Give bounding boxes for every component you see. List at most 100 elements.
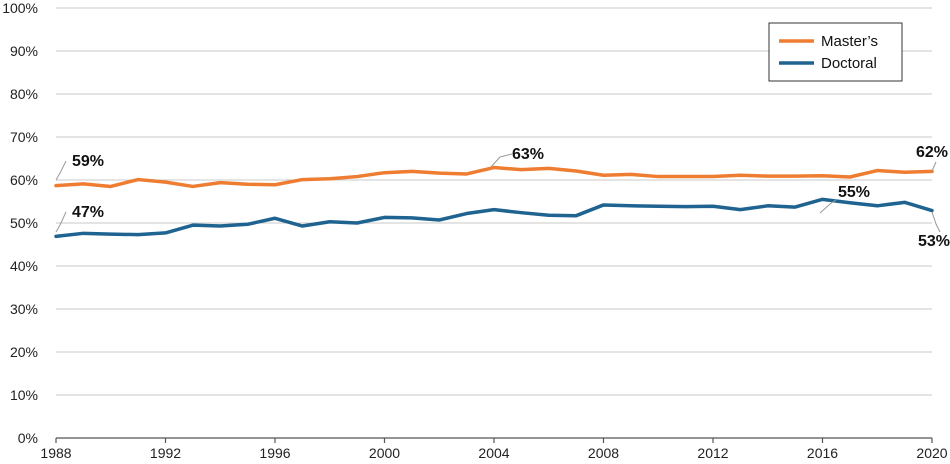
x-tick-label: 2016 <box>807 445 838 461</box>
data-point-masters <box>876 170 878 172</box>
y-tick-label: 100% <box>2 0 38 16</box>
series-lines <box>54 165 934 239</box>
x-tick-label: 2000 <box>369 445 400 461</box>
data-point-doctoral <box>876 205 878 207</box>
data-point-masters <box>219 182 221 184</box>
data-point-doctoral <box>739 209 741 211</box>
data-point-masters <box>247 183 249 185</box>
data-point-masters <box>384 172 385 174</box>
data-point-masters <box>192 185 194 187</box>
data-point-doctoral <box>548 214 550 216</box>
data-label-masters-2020: 62% <box>916 144 948 161</box>
data-point-doctoral <box>767 205 769 207</box>
y-tick-label: 80% <box>10 86 38 102</box>
data-point-doctoral <box>603 204 604 206</box>
data-point-masters <box>685 176 687 178</box>
data-point-doctoral <box>356 222 358 224</box>
series-line-doctoral <box>54 197 934 239</box>
y-tick-label: 0% <box>18 430 38 446</box>
data-point-masters <box>110 185 112 187</box>
data-point-masters <box>739 174 741 176</box>
data-point-doctoral <box>411 217 413 219</box>
y-axis-tick-labels: 0% 10% 20% 30% 40% 50% 60% 70% 80% 90% 100% <box>2 0 38 446</box>
data-point-masters <box>411 170 413 172</box>
data-point-masters <box>520 169 522 171</box>
legend-label-doctoral: Doctoral <box>821 55 877 72</box>
data-point-masters <box>137 179 139 181</box>
data-point-masters <box>794 175 796 177</box>
y-tick-label: 70% <box>10 129 38 145</box>
x-tick-label: 2012 <box>697 445 728 461</box>
data-point-doctoral <box>849 202 851 204</box>
data-point-doctoral <box>192 224 194 226</box>
data-point-doctoral <box>904 201 906 203</box>
data-label-masters-1988: 59% <box>72 153 104 170</box>
leader-line-masters-2004 <box>490 153 513 168</box>
y-tick-label: 40% <box>10 258 38 274</box>
leader-line-masters-2020 <box>931 161 937 172</box>
data-point-masters <box>603 174 604 176</box>
data-point-doctoral <box>55 235 57 237</box>
data-point-masters <box>356 176 358 178</box>
leader-line-doctoral-2020 <box>931 211 941 233</box>
data-point-doctoral <box>575 215 577 217</box>
data-point-masters <box>849 176 851 178</box>
data-point-masters <box>329 178 331 180</box>
data-point-masters <box>548 167 550 169</box>
y-tick-label: 90% <box>10 43 38 59</box>
x-tick-label: 1992 <box>150 445 181 461</box>
data-point-doctoral <box>466 213 468 215</box>
data-point-doctoral <box>165 232 166 234</box>
data-point-doctoral <box>247 223 249 225</box>
leader-line-doctoral-2016 <box>819 199 837 214</box>
data-point-doctoral <box>520 212 522 214</box>
x-tick-label: 2004 <box>478 445 509 461</box>
data-point-doctoral <box>493 209 495 211</box>
y-tick-label: 10% <box>10 387 38 403</box>
x-tick-label: 1996 <box>259 445 290 461</box>
data-point-doctoral <box>931 210 933 212</box>
data-point-doctoral <box>384 216 385 218</box>
y-tick-label: 30% <box>10 301 38 317</box>
y-tick-label: 20% <box>10 344 38 360</box>
data-point-masters <box>438 172 440 174</box>
x-tick-label: 2020 <box>916 445 947 461</box>
data-point-masters <box>165 181 166 183</box>
data-point-masters <box>301 179 303 181</box>
data-point-masters <box>931 170 933 172</box>
data-point-masters <box>767 175 769 177</box>
data-point-doctoral <box>630 205 632 207</box>
leader-line-doctoral-1988 <box>55 211 67 233</box>
data-point-masters <box>575 170 577 172</box>
data-point-doctoral <box>329 221 331 223</box>
x-tick-label: 2008 <box>588 445 619 461</box>
series-line-masters <box>54 165 934 189</box>
data-point-doctoral <box>712 205 714 207</box>
x-axis-tick-labels: 1988 1992 1996 2000 2004 2008 2012 2016 2020 <box>40 438 948 461</box>
y-tick-label: 50% <box>10 215 38 231</box>
data-point-masters <box>55 185 57 187</box>
data-point-doctoral <box>82 232 84 234</box>
data-point-doctoral <box>110 233 112 235</box>
x-tick-label: 1988 <box>40 445 71 461</box>
data-point-doctoral <box>794 206 796 208</box>
data-point-masters <box>904 171 906 173</box>
data-point-masters <box>493 167 495 169</box>
data-label-doctoral-1988: 47% <box>72 204 104 221</box>
data-point-doctoral <box>219 225 221 227</box>
data-point-doctoral <box>685 206 687 208</box>
data-point-doctoral <box>657 205 659 207</box>
data-point-doctoral <box>274 217 276 219</box>
data-point-doctoral <box>822 198 823 200</box>
data-point-masters <box>274 184 276 186</box>
data-point-masters <box>712 176 714 178</box>
data-point-doctoral <box>137 234 139 236</box>
data-label-doctoral-2016: 55% <box>838 184 870 201</box>
legend-label-masters: Master’s <box>821 33 878 50</box>
legend-box <box>768 22 903 82</box>
data-point-masters <box>657 176 659 178</box>
y-tick-label: 60% <box>10 172 38 188</box>
data-label-masters-2004: 63% <box>512 146 544 163</box>
data-point-doctoral <box>438 219 440 221</box>
